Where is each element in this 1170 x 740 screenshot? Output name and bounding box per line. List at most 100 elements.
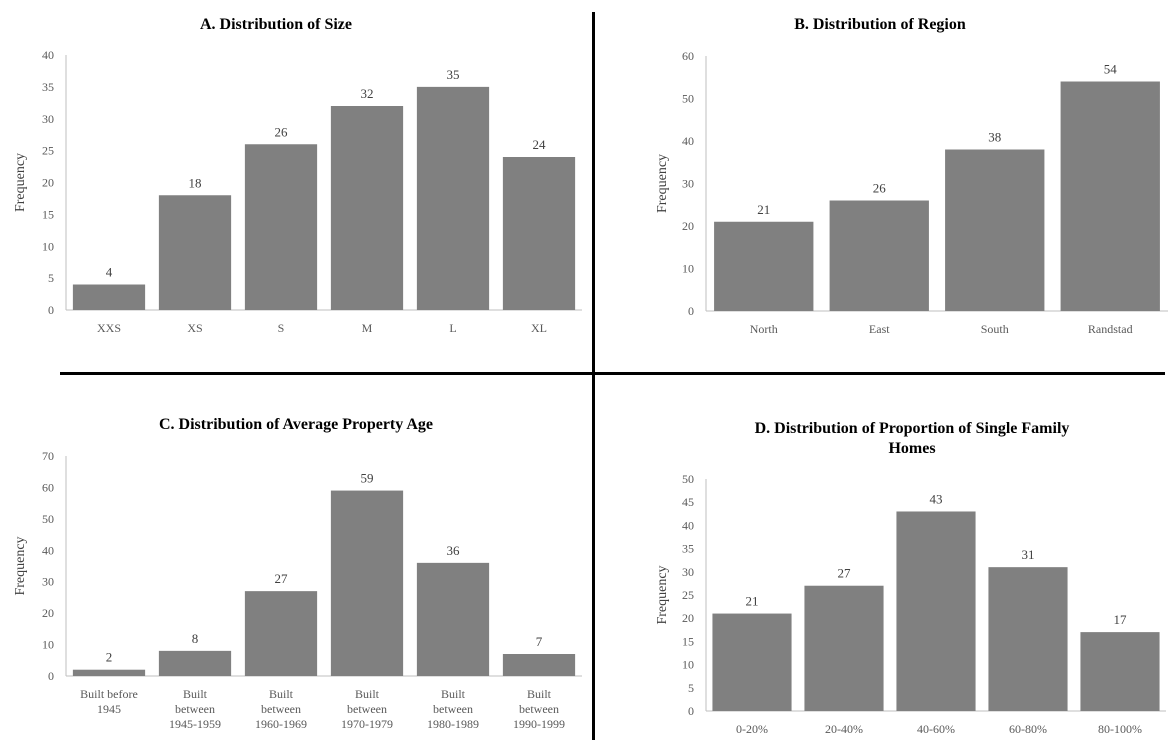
y-tick-label: 20	[682, 219, 694, 233]
y-tick-label: 0	[688, 704, 694, 718]
y-tick-label: 40	[682, 134, 694, 148]
y-tick-label: 50	[682, 472, 694, 486]
x-tick-label-line: Built	[269, 687, 294, 701]
y-tick-label: 15	[682, 634, 694, 648]
data-label: 59	[361, 471, 374, 486]
x-tick-label-line: 1990-1999	[513, 717, 565, 731]
bar	[1060, 81, 1160, 311]
y-tick-label: 15	[42, 207, 54, 221]
data-label: 35	[447, 67, 460, 82]
x-tick-label-line: East	[869, 322, 890, 336]
bar	[244, 591, 318, 676]
x-tick-label-line: L	[449, 321, 456, 335]
x-tick-label-line: between	[347, 702, 387, 716]
chart-title: A. Distribution of Size	[200, 16, 352, 33]
x-tick-label: Randstad	[1088, 322, 1133, 336]
x-tick-label: Built between 1980-1989	[427, 687, 479, 731]
x-tick-label: Built between 1960-1969	[255, 687, 307, 731]
chart-panel-property-age: C. Distribution of Average Property Age F…	[0, 376, 592, 740]
data-label: 8	[192, 631, 199, 646]
x-tick-label-line: Built	[355, 687, 380, 701]
y-tick-label: 20	[42, 176, 54, 190]
y-tick-label: 50	[682, 92, 694, 106]
bar	[72, 284, 146, 310]
bar	[714, 221, 814, 311]
bar	[896, 511, 976, 711]
y-tick-label: 60	[682, 49, 694, 63]
vertical-divider	[592, 12, 595, 740]
x-tick-label: Built before 1945	[80, 687, 138, 716]
bar	[502, 654, 576, 676]
bar	[158, 650, 232, 676]
bar	[330, 490, 404, 676]
x-tick-label-line: 40-60%	[917, 722, 955, 736]
bar	[988, 567, 1068, 711]
y-tick-label: 30	[42, 575, 54, 589]
y-tick-label: 20	[42, 606, 54, 620]
x-tick-label: South	[981, 322, 1009, 336]
bar	[804, 585, 884, 711]
x-tick-label-line: between	[261, 702, 301, 716]
x-tick-label-line: between	[175, 702, 215, 716]
x-tick-label: S	[278, 321, 285, 335]
x-tick-label-line: 0-20%	[736, 722, 768, 736]
bar	[416, 86, 490, 310]
bar	[712, 613, 792, 711]
x-tick-label-line: 80-100%	[1098, 722, 1142, 736]
x-tick-label-line: S	[278, 321, 285, 335]
horizontal-divider-right	[595, 372, 1165, 375]
y-tick-label: 40	[682, 518, 694, 532]
y-tick-label: 40	[42, 543, 54, 557]
chart-panel-size: A. Distribution of Size Frequency 0 5 10 15 20…	[0, 0, 592, 370]
y-axis-label: Frequency	[655, 565, 670, 624]
y-tick-label: 25	[42, 144, 54, 158]
x-tick-label-line: Built	[527, 687, 552, 701]
x-tick-label-line: South	[981, 322, 1009, 336]
x-tick-label-line: 1945-1959	[169, 717, 221, 731]
x-tick-label: North	[750, 322, 778, 336]
x-tick-label-line: Built before	[80, 687, 138, 701]
x-tick-label-line: 1980-1989	[427, 717, 479, 731]
x-tick-label: XXS	[97, 321, 121, 335]
y-axis-label: Frequency	[13, 153, 28, 212]
x-tick-label-line: M	[362, 321, 373, 335]
y-tick-label: 10	[682, 262, 694, 276]
chart-title: B. Distribution of Region	[794, 16, 966, 33]
x-tick-label: 0-20%	[736, 722, 768, 736]
x-tick-label-line: 1960-1969	[255, 717, 307, 731]
chart-title-line: Homes	[888, 440, 935, 457]
bar	[72, 669, 146, 676]
data-label: 18	[189, 175, 202, 190]
x-tick-label-line: North	[750, 322, 778, 336]
y-axis-label: Frequency	[655, 154, 670, 213]
data-label: 4	[106, 265, 113, 280]
y-tick-label: 0	[688, 304, 694, 318]
x-tick-label-line: XL	[531, 321, 547, 335]
bar	[158, 195, 232, 310]
y-tick-label: 30	[42, 112, 54, 126]
x-tick-label-line: XS	[187, 321, 202, 335]
x-tick-label: XS	[187, 321, 202, 335]
x-tick-label-line: 1970-1979	[341, 717, 393, 731]
bar	[829, 200, 929, 311]
data-label: 17	[1114, 612, 1128, 627]
data-label: 32	[361, 86, 374, 101]
bar	[416, 562, 490, 676]
x-tick-label-line: XXS	[97, 321, 121, 335]
y-axis-label: Frequency	[13, 536, 28, 595]
data-label: 31	[1022, 547, 1035, 562]
chart-single-family-svg: D. Distribution of Proportion of Single …	[655, 420, 1166, 736]
x-tick-label: M	[362, 321, 373, 335]
x-tick-label: Built between 1945-1959	[169, 687, 221, 731]
y-tick-label: 45	[682, 495, 694, 509]
y-tick-label: 30	[682, 565, 694, 579]
chart-title-line: C. Distribution of Average Property Age	[159, 416, 433, 433]
data-label: 21	[757, 202, 770, 217]
data-label: 24	[533, 137, 547, 152]
x-tick-label-line: Built	[441, 687, 466, 701]
x-tick-label-line: between	[433, 702, 473, 716]
x-tick-label: XL	[531, 321, 547, 335]
data-label: 2	[106, 650, 113, 665]
bar	[1080, 632, 1160, 711]
x-tick-label: Built between 1970-1979	[341, 687, 393, 731]
